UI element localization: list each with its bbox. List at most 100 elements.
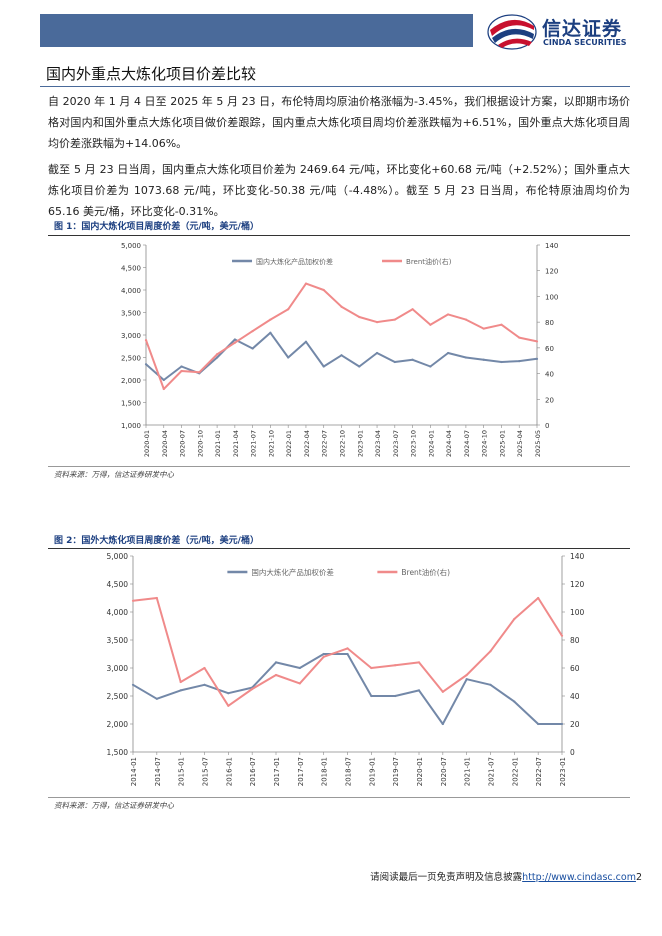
data-point [274,661,278,664]
data-point [215,356,219,359]
y-tick-label-right: 20 [545,396,554,404]
y-tick-label-right: 40 [545,371,554,379]
x-tick-label: 2018-07 [345,757,353,786]
x-tick-label: 2022-01 [285,430,293,457]
figure-2-title: 图 2：国外大炼化项目周度价差（元/吨，美元/桶） [54,536,259,546]
x-tick-label: 2016-01 [225,757,233,786]
data-point [447,313,450,316]
y-tick-label-right: 80 [570,636,580,645]
data-point [251,330,254,333]
x-tick-label: 2021-10 [267,430,275,457]
x-tick-label: 2020-07 [179,430,187,457]
data-point [447,351,450,355]
y-tick-label-left: 3,000 [121,332,141,340]
logo-text-cn: 信达证券 [542,18,623,40]
data-point [269,331,272,334]
data-point [304,282,308,285]
data-point [287,356,290,359]
page-number: 2 [635,872,642,883]
footer-disclaimer: 请阅读最后一页免责声明及信息披露 [370,872,523,883]
x-tick-label: 2021-07 [488,757,496,786]
data-point [560,634,564,637]
x-tick-label: 2023-07 [392,430,400,457]
y-tick-label-left: 4,500 [121,265,141,273]
x-tick-label: 2025-04 [516,430,524,457]
y-tick-label-right: 140 [570,552,585,561]
data-point [322,365,325,368]
figure-1-source: 资料来源：万得，信达证券研发中心 [54,470,174,479]
y-tick-label-right: 100 [545,293,558,301]
data-point [394,694,397,698]
header-bar [40,14,473,47]
data-point [465,678,468,681]
y-tick-label-left: 1,000 [121,422,141,430]
x-tick-label: 2021-04 [232,430,240,457]
data-point [513,700,516,703]
figure-2-top-rule [48,548,630,549]
x-tick-label: 2021-01 [214,430,222,457]
data-point [482,327,485,330]
x-tick-label: 2022-04 [303,430,311,457]
data-point [144,363,148,366]
x-tick-label: 2021-01 [464,757,472,786]
data-point [464,318,468,321]
data-point [227,692,230,695]
data-point [535,357,539,360]
x-tick-label: 2014-07 [154,757,162,786]
data-point [298,682,301,685]
data-point [162,387,165,391]
y-tick-label-right: 40 [570,692,580,701]
y-tick-label-left: 3,500 [121,310,141,318]
x-tick-label: 2020-07 [440,757,448,786]
data-point [227,704,230,707]
data-point [535,340,539,343]
x-tick-label: 2020-01 [416,757,424,786]
y-tick-label-left: 1,500 [121,400,141,408]
cinda-logo-icon [487,14,537,50]
paragraph-2: 截至 5 月 23 日当周，国内重点大炼化项目价差为 2469.64 元/吨，环… [48,163,630,218]
x-tick-label: 2025-05 [534,430,542,457]
data-point [500,323,503,326]
data-point [322,288,325,292]
legend-label: Brent油价(右) [401,567,450,577]
series-brent [144,282,539,391]
y-tick-label-right: 20 [570,720,580,729]
legend-label: 国内大炼化产品加权价差 [256,257,333,266]
data-point [215,353,219,356]
paragraph-1: 自 2020 年 1 月 4 日至 2025 年 5 月 23 日，布伦特周均原… [48,95,630,150]
y-tick-label-left: 4,000 [107,608,129,617]
data-point [179,680,182,684]
data-point [537,722,540,726]
series-spread [131,652,564,726]
data-point [393,318,396,321]
data-point [203,666,206,670]
x-tick-label: 2015-07 [202,757,210,786]
data-point [411,308,414,311]
y-tick-label-left: 2,000 [121,377,141,385]
x-tick-label: 2018-01 [321,757,329,786]
y-tick-label-left: 3,500 [107,636,129,645]
x-tick-label: 2020-01 [143,430,151,457]
data-point [358,315,361,319]
data-point [198,371,201,374]
data-point [203,683,206,686]
y-tick-label-left: 4,500 [107,580,129,589]
y-tick-label-left: 3,000 [107,664,129,673]
x-tick-label: 2023-10 [410,430,418,457]
data-point [441,690,444,693]
data-point [233,338,236,341]
data-point [489,683,492,686]
y-tick-label-right: 0 [545,422,549,430]
data-point [560,722,564,726]
legend-label: Brent油价(右) [406,257,452,266]
data-point [162,378,165,382]
data-point [179,689,182,692]
x-tick-label: 2016-07 [249,757,257,786]
footer-link[interactable]: http://www.cindasc.com [522,872,636,883]
data-point [393,360,396,364]
x-tick-label: 2020-10 [196,430,204,457]
x-tick-label: 2023-04 [374,430,382,457]
data-point [375,321,379,324]
figure-2-chart: 1,500 2,000 2,500 3,000 3,500 4,000 4,500 5,000… [107,552,585,786]
x-tick-label: 2019-07 [392,757,400,786]
